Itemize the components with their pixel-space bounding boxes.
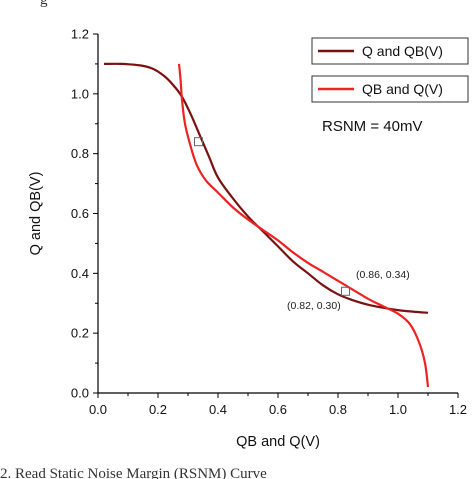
chart-axes: 0.0 0.2 0.4 0.6 0.8 1.0 1.2 0.0 0.2 0.4 0.6 0.8 1.0 1… (28, 27, 467, 451)
y-tick-label: 0.8 (71, 146, 89, 161)
x-tick-label: 1.2 (449, 402, 467, 417)
page-top-fragment: g (0, 0, 474, 16)
x-tick-label: 0.4 (209, 402, 227, 417)
chart-legend: Q and QB(V) QB and Q(V) (311, 37, 469, 103)
x-tick-label: 1.0 (389, 402, 407, 417)
rsnm-chart: 0.0 0.2 0.4 0.6 0.8 1.0 1.2 0.0 0.2 0.4 0.6 0.8 1.0 1… (28, 27, 469, 451)
series-line-2 (177, 63, 430, 388)
y-tick-label: 0.6 (71, 206, 89, 221)
square-marker-1 (194, 137, 203, 147)
point-annotation-2: (0.82, 0.30) (287, 300, 341, 312)
chart-annotations: (0.86, 0.34) (0.82, 0.30) RSNM = 40mV (287, 118, 422, 312)
x-tick-label: 0.2 (149, 402, 167, 417)
figure-caption-text: 2. Read Static Noise Margin (RSNM) Curve (0, 466, 267, 479)
figure-caption: 2. Read Static Noise Margin (RSNM) Curve (0, 466, 474, 479)
rsnm-note: RSNM = 40mV (322, 118, 422, 135)
x-tick-label: 0.6 (269, 402, 287, 417)
y-tick-label: 1.2 (71, 27, 89, 42)
y-tick-label: 0.2 (71, 326, 89, 341)
legend-label-2: QB and Q(V) (362, 81, 443, 97)
x-axis-title: QB and Q(V) (236, 434, 320, 450)
y-tick-label: 0.0 (71, 386, 89, 401)
chart-markers (194, 137, 350, 296)
series-line-1 (103, 62, 429, 314)
point-annotation-1: (0.86, 0.34) (356, 269, 410, 281)
y-tick-label: 0.4 (71, 266, 89, 281)
x-tick-label: 0.8 (329, 402, 347, 417)
page-top-text: g (40, 0, 48, 8)
y-axis-title: Q and QB(V) (28, 172, 44, 256)
square-marker-2 (341, 286, 350, 296)
y-tick-label: 1.0 (71, 86, 89, 101)
chart-series (103, 62, 430, 388)
x-tick-label: 0.0 (89, 402, 107, 417)
legend-label-1: Q and QB(V) (362, 43, 443, 59)
